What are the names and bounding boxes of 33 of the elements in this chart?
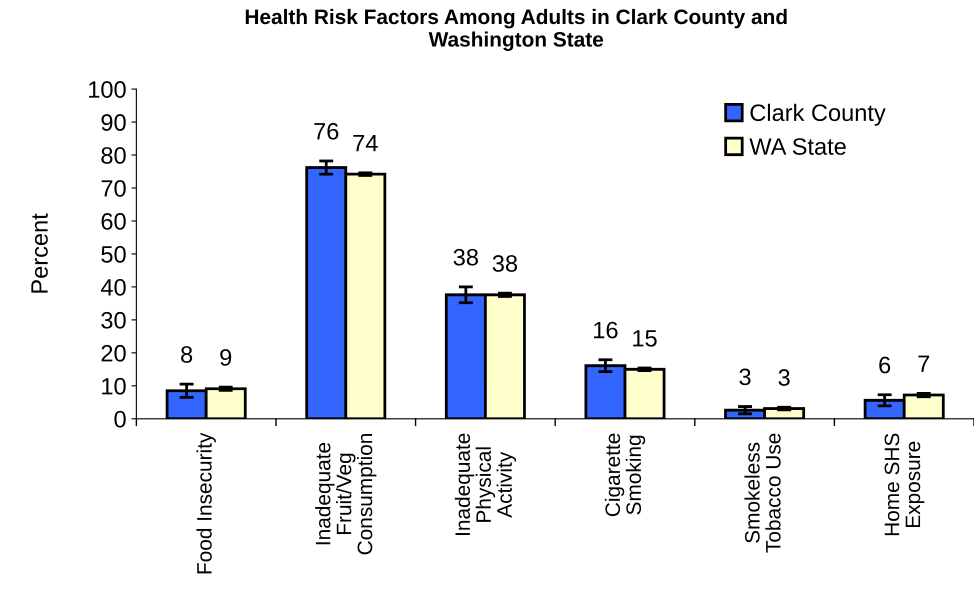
- y-tick-label: 100: [89, 81, 126, 98]
- y-tick-label: 40: [100, 278, 126, 296]
- y-tick-label: 0: [114, 410, 126, 428]
- data-label: 16: [594, 322, 618, 338]
- legend-label: Clark County: [750, 104, 886, 126]
- x-tick-label: Home SHS Exposure: [884, 434, 924, 536]
- data-label: 76: [314, 122, 338, 140]
- x-tick-label: Inadequate Fruit/Veg Consumption: [315, 434, 376, 554]
- data-label: 9: [220, 349, 232, 366]
- data-label: 6: [879, 356, 890, 374]
- y-tick-label: 90: [101, 114, 126, 131]
- y-tick-label: 10: [102, 378, 126, 395]
- chart-title: Health Risk Factors Among Adults in Clark County and Washington State: [246, 8, 787, 51]
- x-tick-label: Cigarette Smoking: [604, 434, 646, 516]
- y-tick-label: 30: [101, 312, 126, 329]
- data-label: 7: [918, 356, 930, 372]
- x-tick-label: Smokeless Tobacco Use: [744, 434, 781, 553]
- y-tick-label: 70: [102, 180, 126, 197]
- y-tick-label: 60: [102, 213, 126, 230]
- data-label: 38: [454, 248, 478, 266]
- data-label: 3: [739, 368, 751, 386]
- y-tick-label: 50: [101, 246, 126, 263]
- x-tick-label: Food Insecurity: [196, 432, 216, 574]
- data-label: 3: [778, 369, 790, 386]
- data-label: 38: [492, 255, 518, 272]
- data-label: 8: [181, 346, 192, 363]
- y-tick-label: 20: [102, 344, 126, 362]
- x-tick-label: Inadequate Physical Activity: [454, 434, 516, 535]
- legend-label: WA State: [749, 138, 846, 155]
- data-label: 15: [633, 330, 657, 347]
- y-axis-title: Percent: [31, 213, 48, 293]
- y-tick-label: 80: [101, 147, 126, 164]
- data-label: 74: [353, 135, 378, 152]
